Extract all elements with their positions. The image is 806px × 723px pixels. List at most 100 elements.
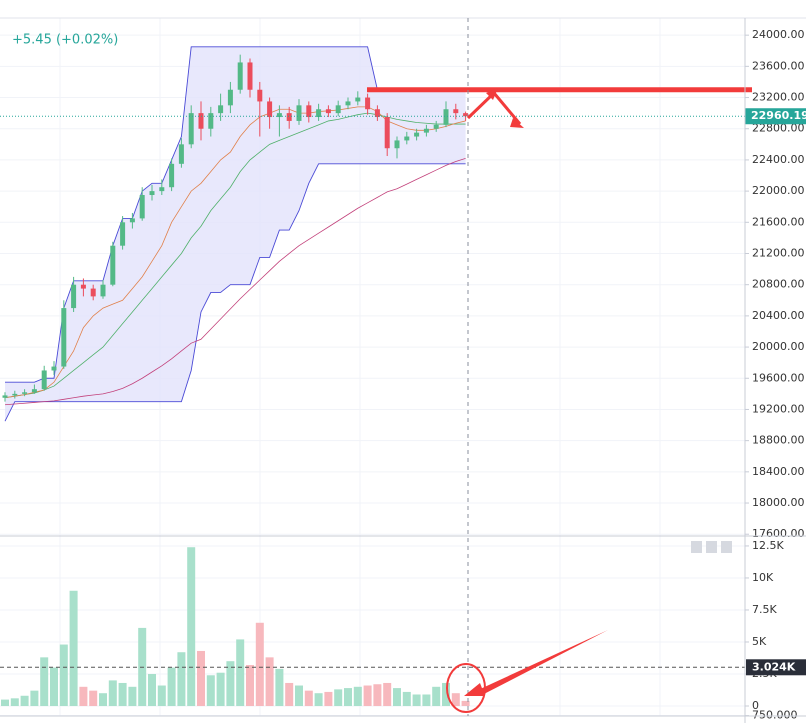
candle-body bbox=[149, 191, 155, 196]
candle-body bbox=[257, 89, 263, 102]
y-tick-label: 23600.00 bbox=[752, 59, 805, 72]
candle-body bbox=[404, 136, 410, 141]
last-volume-label: 3.024K bbox=[752, 660, 796, 673]
volume-bar bbox=[236, 639, 245, 707]
candle-body bbox=[129, 218, 135, 223]
candle-body bbox=[2, 395, 8, 398]
volume-bar bbox=[59, 644, 68, 707]
highlight-circle bbox=[446, 663, 486, 713]
y-tick-label: 21200.00 bbox=[752, 246, 805, 259]
volume-bar bbox=[167, 667, 176, 707]
volume-bar bbox=[50, 667, 58, 707]
last-price-label: 22960.19 bbox=[751, 109, 806, 122]
band-fill bbox=[5, 46, 466, 422]
candle-body bbox=[178, 144, 184, 164]
volume-bar bbox=[1, 699, 9, 707]
arrow bbox=[478, 630, 608, 695]
candle-body bbox=[384, 117, 390, 149]
y-tick-label: 18800.00 bbox=[752, 434, 805, 447]
volume-bar bbox=[177, 652, 186, 707]
pane-button[interactable] bbox=[691, 541, 702, 553]
plot bbox=[0, 46, 745, 707]
volume-bar bbox=[442, 682, 450, 707]
volume-bar bbox=[451, 693, 460, 707]
candle-body bbox=[276, 113, 282, 118]
candle-body bbox=[306, 105, 312, 118]
pane-button[interactable] bbox=[706, 541, 717, 553]
candle-body bbox=[423, 128, 429, 133]
candle-body bbox=[120, 222, 126, 246]
candle-body bbox=[169, 163, 175, 188]
volume-bar bbox=[40, 657, 49, 707]
candle-body bbox=[267, 101, 273, 118]
candle-body bbox=[325, 109, 331, 114]
candle-body bbox=[365, 97, 371, 110]
change: +5.45 (+0.02%) bbox=[12, 33, 118, 48]
volume-bar bbox=[393, 688, 401, 707]
candle-body bbox=[71, 284, 77, 309]
last-volume-box bbox=[746, 659, 806, 676]
y-tick-label: 12.5K bbox=[752, 539, 784, 552]
y-tick-label: 0 bbox=[752, 699, 759, 712]
volume-bar bbox=[89, 690, 98, 707]
candle-body bbox=[159, 187, 165, 192]
volume-bar bbox=[275, 668, 284, 707]
arrow-head bbox=[464, 683, 485, 696]
candle-body bbox=[22, 392, 28, 394]
candle-body bbox=[394, 140, 400, 149]
volume-bar bbox=[255, 622, 264, 707]
volume-bar bbox=[108, 680, 117, 707]
volume-bar bbox=[461, 700, 470, 707]
candle-body bbox=[139, 195, 145, 219]
candle-body bbox=[414, 132, 420, 137]
y-tick-label: 24000.00 bbox=[752, 28, 805, 41]
volume-bar bbox=[226, 661, 235, 707]
y-tick-label: 23200.00 bbox=[752, 91, 805, 104]
volume-bar bbox=[412, 694, 421, 707]
y-tick-label: 20400.00 bbox=[752, 309, 805, 322]
y-tick-label: 17600.00 bbox=[752, 527, 805, 540]
y-tick-label: 750.000 bbox=[752, 709, 798, 722]
candle-body bbox=[100, 284, 106, 297]
y-tick-label: 20800.00 bbox=[752, 278, 805, 291]
candle-body bbox=[218, 105, 224, 114]
candle-body bbox=[61, 308, 67, 367]
volume-bar bbox=[99, 693, 107, 707]
candle-body bbox=[31, 389, 37, 393]
volume-bar bbox=[148, 673, 156, 707]
volume-bar bbox=[422, 694, 431, 707]
volume-bar bbox=[344, 688, 352, 707]
volume-bar bbox=[295, 685, 303, 707]
volume-bar bbox=[324, 691, 333, 707]
candle-body bbox=[90, 288, 96, 297]
volume-bar bbox=[383, 682, 392, 707]
volume-bar bbox=[10, 698, 19, 707]
volume-bar bbox=[157, 685, 166, 707]
last-price-box bbox=[745, 108, 806, 125]
candle-body bbox=[198, 113, 204, 129]
candle-body bbox=[335, 105, 341, 114]
volume-bar bbox=[246, 665, 254, 707]
candle-body bbox=[316, 109, 322, 118]
volume-bar bbox=[285, 682, 294, 707]
candle-body bbox=[286, 113, 292, 121]
y-tick-label: 22400.00 bbox=[752, 153, 805, 166]
volume-bar bbox=[187, 547, 196, 707]
y-tick-label: 7.5K bbox=[752, 603, 777, 616]
volume-bar bbox=[216, 672, 225, 707]
y-tick-label: 5K bbox=[752, 635, 767, 648]
candle-body bbox=[41, 370, 47, 390]
candle-body bbox=[443, 109, 449, 125]
candle-body bbox=[453, 109, 459, 114]
y-tick-label: 19600.00 bbox=[752, 371, 805, 384]
candle-body bbox=[433, 124, 439, 129]
volume-bar bbox=[128, 686, 137, 707]
arrow-head bbox=[510, 118, 524, 128]
y-tick-label: 22000.00 bbox=[752, 184, 805, 197]
volume-bar bbox=[432, 686, 441, 707]
volume-bar bbox=[20, 695, 29, 707]
annotations bbox=[446, 88, 608, 713]
pane-button[interactable] bbox=[721, 541, 732, 553]
candle-body bbox=[463, 113, 469, 117]
